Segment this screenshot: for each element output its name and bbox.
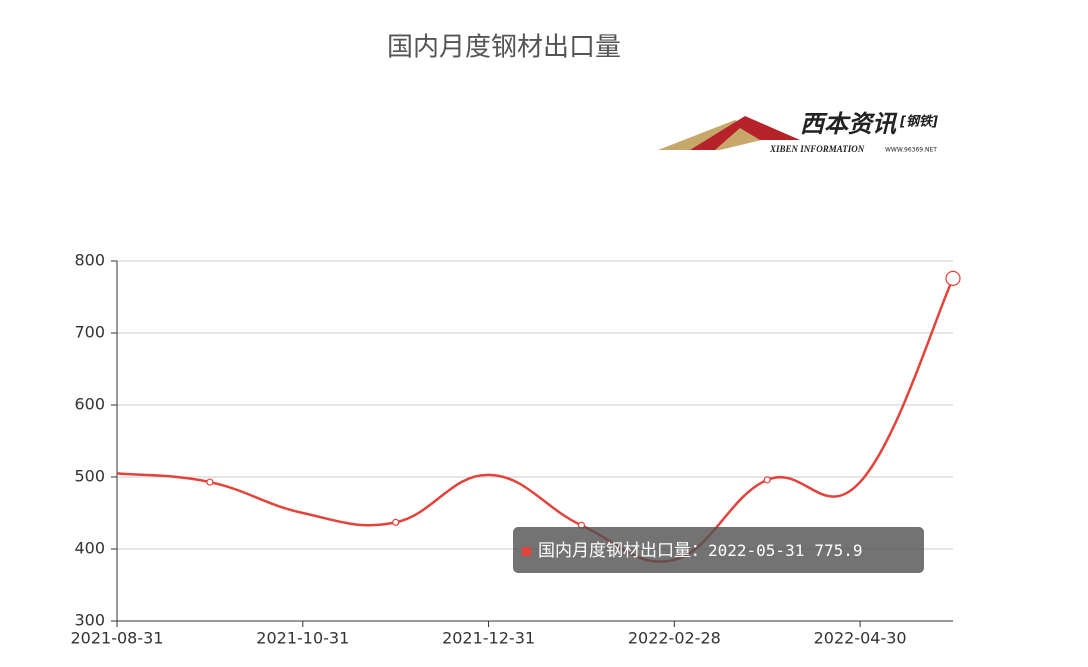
tooltip: 国内月度钢材出口量：2022-05-31 775.9: [513, 527, 924, 573]
y-tick-label: 700: [74, 323, 105, 342]
point: [763, 476, 771, 484]
tooltip-value: 775.9: [814, 541, 862, 560]
tooltip-swatch: [522, 547, 531, 556]
logo: 西本资讯 [钢铁] XIBEN INFORMATION WWW.96369.NE…: [658, 110, 938, 154]
logo-tag: [钢铁]: [899, 114, 938, 130]
tooltip-text: 国内月度钢材出口量：2022-05-31 775.9: [538, 541, 863, 562]
x-tick-label: 2022-02-28: [628, 629, 721, 648]
line: [116, 277, 955, 563]
logo-mountain: [690, 116, 800, 150]
x-tick-label: 2022-04-30: [814, 629, 907, 648]
tooltip-box: [513, 527, 924, 573]
chart-title: 国内月度钢材出口量: [387, 33, 621, 63]
tooltip-date: 2022-05-31: [708, 541, 804, 560]
y-tick-label: 300: [74, 611, 105, 630]
tooltip-label: 国内月度钢材出口量：: [538, 541, 708, 561]
point: [945, 270, 961, 286]
x-tick-label: 2021-08-31: [71, 629, 164, 648]
y-tick-label: 600: [74, 395, 105, 414]
point: [392, 518, 400, 526]
logo-url: WWW.96369.NET: [885, 147, 937, 154]
point: [206, 478, 214, 486]
x-tick-label: 2021-10-31: [256, 629, 349, 648]
logo-english: XIBEN INFORMATION: [769, 144, 865, 154]
logo-name: 西本资讯: [800, 110, 898, 138]
y-tick-label: 400: [74, 539, 105, 558]
y-tick-label: 500: [74, 467, 105, 486]
y-tick-label: 800: [74, 251, 105, 270]
x-tick-label: 2021-12-31: [442, 629, 535, 648]
